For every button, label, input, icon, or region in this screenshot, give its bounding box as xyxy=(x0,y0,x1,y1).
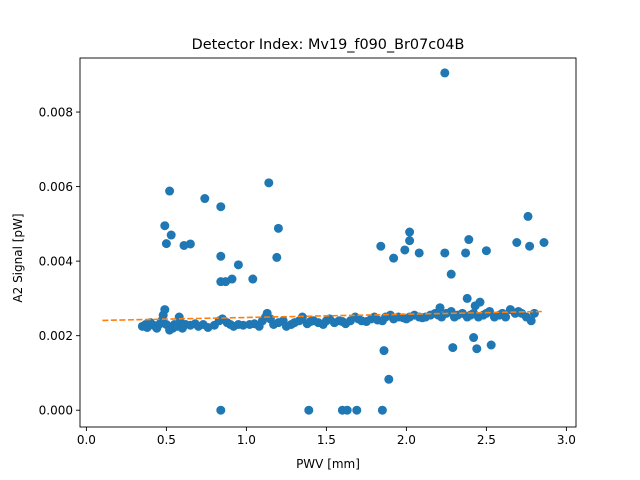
data-point xyxy=(376,241,386,251)
data-point xyxy=(233,260,243,270)
data-point xyxy=(161,239,171,249)
data-point xyxy=(512,238,522,247)
data-points xyxy=(137,68,549,415)
data-point xyxy=(435,303,445,313)
data-point xyxy=(384,374,394,384)
x-tick-label: 0.5 xyxy=(157,433,176,447)
fit-line xyxy=(102,310,545,322)
data-point xyxy=(216,251,226,261)
chart-title: Detector Index: Mv19_f090_Br07c04B xyxy=(192,37,465,53)
data-point xyxy=(185,239,195,249)
data-point xyxy=(486,340,496,350)
axes: 0.0 0.5 1.0 1.5 2.0 2.5 3.0 0.000 0.002 0.004 0.00… xyxy=(39,57,577,447)
data-point xyxy=(160,221,170,231)
data-point xyxy=(160,305,170,315)
y-tick-label: 0.006 xyxy=(39,180,73,194)
x-tick-label: 0.0 xyxy=(77,433,96,447)
y-tick-label: 0.008 xyxy=(39,106,73,120)
y-tick-label: 0.004 xyxy=(39,255,73,269)
data-point xyxy=(481,246,491,256)
data-point xyxy=(389,253,399,263)
data-point xyxy=(501,312,511,322)
data-point xyxy=(475,297,485,307)
x-tick-label: 3.0 xyxy=(557,433,576,447)
data-point xyxy=(227,274,237,284)
y-tick-label: 0.000 xyxy=(39,404,73,418)
data-point xyxy=(400,245,410,255)
data-point xyxy=(216,405,226,415)
data-point xyxy=(200,194,210,204)
data-point xyxy=(264,178,274,188)
data-point xyxy=(273,223,283,233)
data-point xyxy=(165,186,175,196)
x-tick-label: 2.5 xyxy=(477,433,496,447)
data-point xyxy=(446,269,456,279)
data-point xyxy=(472,344,482,354)
x-axis-label: PWV [mm] xyxy=(296,457,360,471)
data-point xyxy=(377,405,387,415)
data-point xyxy=(440,68,450,78)
data-point xyxy=(448,343,458,353)
data-point xyxy=(405,227,415,237)
data-point xyxy=(342,405,352,415)
data-point xyxy=(461,248,471,258)
data-point xyxy=(405,236,415,246)
data-point xyxy=(166,230,176,240)
data-point xyxy=(462,293,472,303)
data-point xyxy=(216,202,226,212)
data-point xyxy=(525,241,535,251)
data-point xyxy=(414,248,424,258)
x-tick-label: 1.0 xyxy=(237,433,256,447)
x-tick-label: 1.5 xyxy=(317,433,336,447)
data-point xyxy=(469,333,479,343)
data-point xyxy=(304,405,314,415)
data-point xyxy=(523,211,533,221)
x-tick-label: 2.0 xyxy=(397,433,416,447)
data-point xyxy=(248,274,258,284)
fit-line-layer xyxy=(102,310,545,322)
data-point xyxy=(440,248,450,258)
data-point xyxy=(379,346,389,356)
y-tick-label: 0.002 xyxy=(39,329,73,343)
data-point xyxy=(464,235,474,245)
data-point xyxy=(352,405,362,415)
data-point xyxy=(539,238,549,247)
data-point xyxy=(272,252,282,262)
plot-frame xyxy=(79,57,577,428)
data-point xyxy=(174,312,184,322)
data-point xyxy=(526,316,536,326)
y-axis-label: A2 Signal [pW] xyxy=(11,213,25,302)
data-point xyxy=(529,308,539,318)
